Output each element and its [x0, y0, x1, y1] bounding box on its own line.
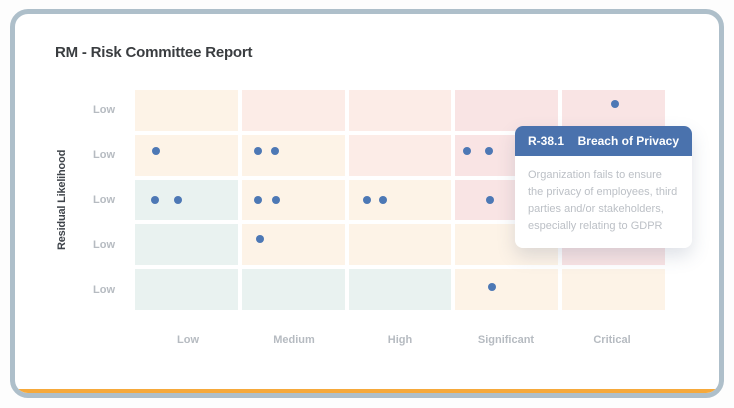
page-title: RM - Risk Committee Report [55, 44, 253, 61]
risk-dot[interactable] [463, 147, 471, 155]
risk-cell [348, 224, 452, 266]
row-label: Low [93, 238, 115, 251]
risk-cell [135, 90, 238, 131]
risk-cell [455, 269, 559, 310]
row-label: Low [93, 104, 115, 117]
risk-cell [241, 90, 345, 131]
risk-dot[interactable] [151, 196, 159, 204]
risk-cell [562, 90, 665, 131]
risk-cell [455, 90, 559, 131]
row-label: Low [93, 193, 115, 206]
risk-cell [241, 134, 345, 176]
row-label: Low [93, 149, 115, 162]
risk-dot[interactable] [272, 196, 280, 204]
risk-dot[interactable] [254, 196, 262, 204]
risk-cell [348, 134, 452, 176]
risk-dot[interactable] [486, 196, 494, 204]
risk-dot[interactable] [611, 100, 619, 108]
risk-dot[interactable] [271, 147, 279, 155]
report-card: RM - Risk Committee Report Residual Like… [10, 9, 724, 398]
x-axis-label: Low [177, 334, 199, 346]
tooltip-description: Organization fails to ensure the privacy… [515, 156, 692, 248]
x-axis-label: Medium [273, 334, 315, 346]
y-axis-title: Residual Likelihood [56, 149, 68, 251]
risk-dot[interactable] [254, 147, 262, 155]
risk-cell [348, 90, 452, 131]
risk-cell [348, 269, 452, 310]
x-axis-label: Significant [477, 334, 535, 346]
tooltip-header: R-38.1 Breach of Privacy [515, 126, 692, 156]
risk-dot[interactable] [152, 147, 160, 155]
risk-cell [241, 224, 345, 266]
risk-dot[interactable] [488, 283, 496, 291]
risk-cell [135, 269, 238, 310]
x-axis-label: High [387, 334, 413, 346]
x-labels: Low Medium High Significant Critical [135, 334, 665, 350]
risk-cell [135, 134, 238, 176]
risk-cell [241, 269, 345, 310]
risk-cell [562, 269, 665, 310]
risk-dot[interactable] [379, 196, 387, 204]
card-accent-bar [15, 389, 719, 393]
row-label: Low [93, 283, 115, 296]
x-axis-label: Critical [593, 334, 631, 346]
risk-dot[interactable] [174, 196, 182, 204]
risk-tooltip: R-38.1 Breach of Privacy Organization fa… [515, 126, 692, 248]
tooltip-risk-id: R-38.1 [528, 134, 565, 148]
risk-dot[interactable] [485, 147, 493, 155]
tooltip-risk-title: Breach of Privacy [577, 134, 679, 148]
risk-cell [135, 224, 238, 266]
row-labels: Low Low Low Low Low [70, 90, 115, 310]
risk-dot[interactable] [256, 235, 264, 243]
dot-layer [135, 90, 665, 310]
risk-dot[interactable] [363, 196, 371, 204]
